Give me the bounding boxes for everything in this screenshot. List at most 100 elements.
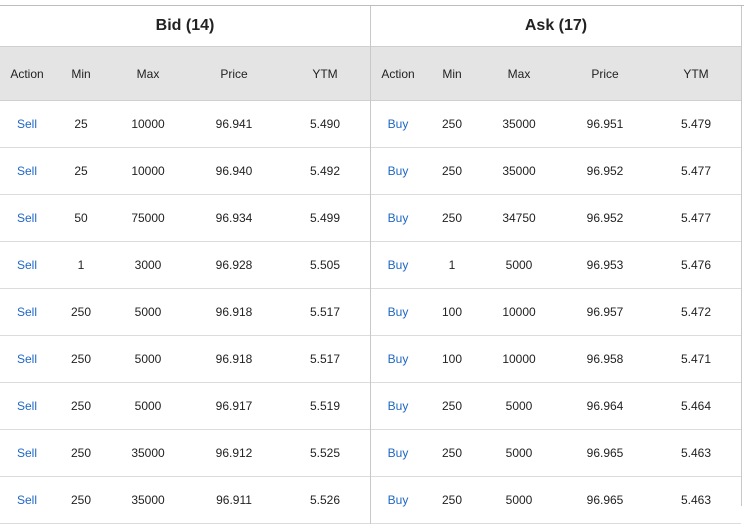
ask-buy-link[interactable]: Buy [371,241,425,289]
bid-table-row: Sell 250 5000 96.918 5.517 [0,288,370,336]
ask-cell-max: 5000 [479,476,559,524]
ask-cell-min: 100 [425,288,479,336]
ask-cell-max: 5000 [479,241,559,289]
ask-table-row: Buy 250 34750 96.952 5.477 [371,194,741,242]
ask-buy-link[interactable]: Buy [371,429,425,477]
bid-header-max[interactable]: Max [108,46,188,101]
ask-cell-max: 5000 [479,382,559,430]
bid-cell-min: 1 [54,241,108,289]
bid-cell-max: 75000 [108,194,188,242]
ask-header-min[interactable]: Min [425,46,479,101]
ask-cell-min: 250 [425,100,479,148]
bid-cell-min: 50 [54,194,108,242]
bid-cell-max: 35000 [108,429,188,477]
ask-table-row: Buy 100 10000 96.957 5.472 [371,288,741,336]
ask-cell-ytm: 5.477 [651,147,741,195]
ask-cell-max: 5000 [479,429,559,477]
ask-header-max[interactable]: Max [479,46,559,101]
ask-cell-max: 35000 [479,100,559,148]
bid-sell-link[interactable]: Sell [0,100,54,148]
bid-cell-ytm: 5.505 [280,241,370,289]
bid-cell-price: 96.918 [188,288,280,336]
ask-cell-ytm: 5.463 [651,476,741,524]
bid-table-row: Sell 250 5000 96.917 5.519 [0,382,370,430]
ask-table-row: Buy 250 5000 96.964 5.464 [371,382,741,430]
bid-table-row: Sell 25 10000 96.940 5.492 [0,147,370,195]
ask-header-ytm[interactable]: YTM [651,46,741,101]
ask-buy-link[interactable]: Buy [371,335,425,383]
ask-panel: Ask (17) Action Min Max Price YTM Buy 250… [370,6,741,524]
ask-cell-max: 34750 [479,194,559,242]
ask-buy-link[interactable]: Buy [371,194,425,242]
ask-cell-min: 100 [425,335,479,383]
ask-cell-max: 10000 [479,288,559,336]
ask-cell-price: 96.952 [559,194,651,242]
ask-header-price[interactable]: Price [559,46,651,101]
ask-cell-min: 250 [425,382,479,430]
ask-buy-link[interactable]: Buy [371,100,425,148]
bid-cell-price: 96.934 [188,194,280,242]
ask-cell-min: 250 [425,429,479,477]
bid-sell-link[interactable]: Sell [0,476,54,524]
bid-cell-max: 3000 [108,241,188,289]
ask-table-row: Buy 100 10000 96.958 5.471 [371,335,741,383]
right-border [741,6,742,506]
bid-table-row: Sell 250 35000 96.912 5.525 [0,429,370,477]
bid-header-action[interactable]: Action [0,46,54,101]
ask-cell-min: 250 [425,194,479,242]
ask-cell-min: 1 [425,241,479,289]
bid-sell-link[interactable]: Sell [0,335,54,383]
bid-cell-max: 10000 [108,100,188,148]
bid-cell-ytm: 5.492 [280,147,370,195]
bid-cell-price: 96.917 [188,382,280,430]
bid-cell-price: 96.941 [188,100,280,148]
bid-sell-link[interactable]: Sell [0,241,54,289]
bid-cell-max: 5000 [108,382,188,430]
bid-table-row: Sell 25 10000 96.941 5.490 [0,100,370,148]
bid-table-row: Sell 1 3000 96.928 5.505 [0,241,370,289]
bid-panel: Bid (14) Action Min Max Price YTM Sell 25… [0,6,370,524]
ask-cell-ytm: 5.476 [651,241,741,289]
ask-buy-link[interactable]: Buy [371,382,425,430]
bid-cell-max: 10000 [108,147,188,195]
bid-sell-link[interactable]: Sell [0,429,54,477]
bid-title: Bid (14) [0,6,370,46]
ask-buy-link[interactable]: Buy [371,288,425,336]
bid-cell-price: 96.940 [188,147,280,195]
ask-table-row: Buy 1 5000 96.953 5.476 [371,241,741,289]
bid-table: Action Min Max Price YTM Sell 25 10000 96.9… [0,46,370,524]
ask-table-row: Buy 250 35000 96.951 5.479 [371,100,741,148]
ask-cell-ytm: 5.477 [651,194,741,242]
bid-sell-link[interactable]: Sell [0,382,54,430]
bid-header-min[interactable]: Min [54,46,108,101]
bid-cell-ytm: 5.517 [280,335,370,383]
ask-cell-min: 250 [425,147,479,195]
bid-table-row: Sell 250 5000 96.918 5.517 [0,335,370,383]
top-divider [0,5,744,6]
bid-header-row: Action Min Max Price YTM [0,46,370,101]
bid-header-price[interactable]: Price [188,46,280,101]
ask-cell-price: 96.964 [559,382,651,430]
ask-buy-link[interactable]: Buy [371,476,425,524]
ask-cell-price: 96.952 [559,147,651,195]
ask-buy-link[interactable]: Buy [371,147,425,195]
ask-header-action[interactable]: Action [371,46,425,101]
bid-table-row: Sell 50 75000 96.934 5.499 [0,194,370,242]
bid-header-ytm[interactable]: YTM [280,46,370,101]
ask-cell-max: 10000 [479,335,559,383]
bid-sell-link[interactable]: Sell [0,147,54,195]
bid-cell-min: 25 [54,147,108,195]
bid-cell-min: 250 [54,335,108,383]
ask-cell-price: 96.965 [559,476,651,524]
bid-table-row: Sell 250 35000 96.911 5.526 [0,476,370,524]
ask-table-row: Buy 250 5000 96.965 5.463 [371,429,741,477]
bid-cell-min: 250 [54,288,108,336]
bid-cell-max: 5000 [108,335,188,383]
bid-cell-ytm: 5.517 [280,288,370,336]
bid-sell-link[interactable]: Sell [0,288,54,336]
ask-cell-min: 250 [425,476,479,524]
bid-cell-price: 96.911 [188,476,280,524]
bid-sell-link[interactable]: Sell [0,194,54,242]
ask-cell-ytm: 5.471 [651,335,741,383]
bid-cell-price: 96.912 [188,429,280,477]
